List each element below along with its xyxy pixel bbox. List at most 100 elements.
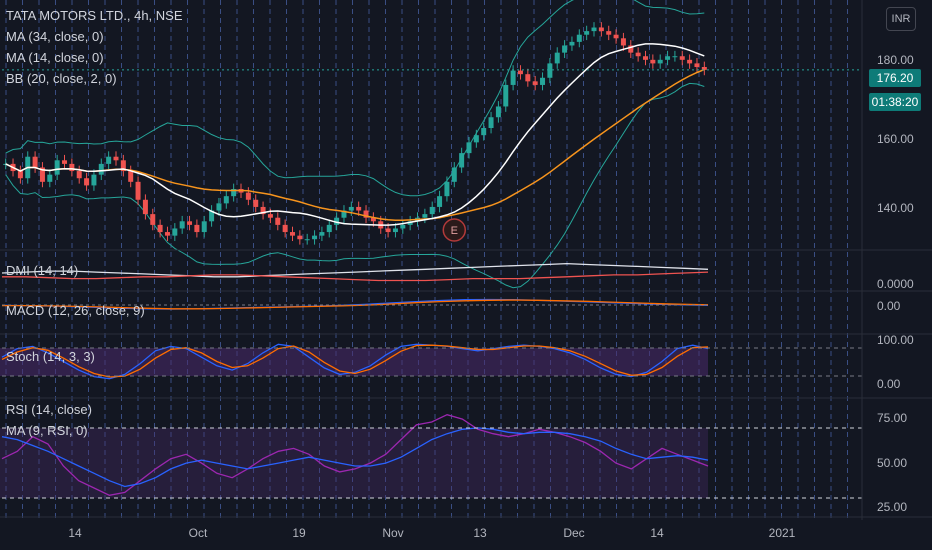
macd-tick: 0.00	[877, 299, 901, 313]
vertical-grid-lines	[5, 0, 848, 520]
candle-body	[289, 232, 295, 236]
candle-body	[540, 77, 546, 85]
candle-body	[679, 56, 685, 60]
stoch-line-2	[1, 344, 709, 378]
price-panel[interactable]: E	[2, 0, 862, 289]
candle-body	[297, 235, 303, 240]
candle-body	[547, 63, 553, 78]
candle-body	[620, 38, 626, 46]
candle-body	[76, 171, 82, 179]
candle-body	[701, 67, 707, 70]
ma14-legend[interactable]: MA (14, close, 0)	[6, 50, 104, 65]
panel-separators	[0, 0, 932, 520]
candle-body	[84, 178, 90, 186]
x-tick: 14	[650, 526, 664, 540]
symbol-title[interactable]: TATA MOTORS LTD., 4h, NSE	[6, 8, 183, 23]
bb-legend[interactable]: BB (20, close, 2, 0)	[6, 71, 117, 86]
candle-body	[650, 59, 656, 64]
price-tick: 160.00	[877, 132, 914, 146]
candle-body	[635, 52, 641, 57]
candle-body	[392, 228, 398, 233]
candle-body	[488, 117, 494, 128]
dmi-legend[interactable]: DMI (14, 14)	[6, 260, 78, 281]
rsi-tick: 75.00	[877, 411, 908, 425]
earnings-marker	[442, 218, 467, 242]
x-tick: 19	[292, 526, 306, 540]
dmi-panel[interactable]	[1, 262, 709, 282]
earnings-marker-label: E	[451, 225, 458, 237]
candle-body	[312, 235, 318, 240]
candle-body	[267, 214, 273, 218]
candle-body	[194, 224, 200, 233]
stoch-legend[interactable]: Stoch (14, 3, 3)	[6, 346, 95, 367]
candle-body	[187, 221, 193, 225]
candle-body	[32, 156, 38, 168]
candle-body	[348, 206, 354, 211]
candle-body	[172, 228, 178, 236]
candle-body	[481, 128, 487, 136]
candle-body	[363, 210, 369, 218]
candle-body	[62, 160, 68, 164]
candle-body	[69, 163, 75, 172]
candle-body	[260, 206, 266, 215]
oscillator-backgrounds	[0, 348, 708, 498]
candle-body	[164, 232, 170, 236]
candle-body	[275, 217, 281, 225]
candle-body	[98, 163, 104, 175]
candle-body	[407, 221, 413, 225]
x-tick: Dec	[563, 526, 585, 540]
rsi-line-1	[1, 414, 709, 496]
candle-body	[642, 56, 648, 60]
rsi-legend: RSI (14, close) MA (9, RSI, 0)	[6, 399, 92, 441]
macd-panel[interactable]	[1, 298, 709, 310]
candle-body	[253, 199, 259, 207]
candle-body	[326, 224, 332, 233]
rsi-band	[0, 428, 708, 498]
candle-body	[128, 171, 134, 182]
macd-legend[interactable]: MACD (12, 26, close, 9)	[6, 300, 145, 321]
candle-body	[17, 171, 23, 179]
macd-line-2	[2, 299, 709, 310]
candle-body	[400, 224, 406, 229]
price-legend: TATA MOTORS LTD., 4h, NSE MA (34, close,…	[6, 5, 183, 89]
candle-body	[495, 106, 501, 118]
x-tick: Oct	[188, 526, 208, 540]
stoch-legend-label: Stoch (14, 3, 3)	[6, 349, 95, 364]
dmi-line-1	[1, 262, 709, 278]
candle-body	[106, 156, 112, 164]
candle-body	[562, 45, 568, 53]
dmi-legend-label: DMI (14, 14)	[6, 263, 79, 278]
rsi-tick: 25.00	[877, 500, 908, 514]
stoch-panel[interactable]	[1, 343, 862, 380]
candle-body	[356, 206, 362, 211]
candle-body	[532, 81, 538, 85]
candle-body	[142, 199, 148, 215]
currency-selector[interactable]: INR	[886, 7, 916, 31]
candle-body	[657, 59, 663, 64]
candle-body	[319, 232, 325, 236]
candle-body	[591, 27, 597, 32]
candle-body	[385, 228, 391, 233]
candle-body	[466, 142, 472, 154]
ma34-legend[interactable]: MA (34, close, 0)	[6, 29, 104, 44]
candle-body	[665, 56, 671, 60]
rsi-panel[interactable]	[1, 414, 862, 499]
candle-body	[135, 181, 141, 200]
candle-body	[216, 203, 222, 211]
candle-body	[245, 192, 251, 200]
candle-body	[598, 27, 604, 32]
bollinger-lower	[5, 82, 705, 289]
rsi-ma-legend-label[interactable]: MA (9, RSI, 0)	[6, 423, 88, 438]
x-tick: 2021	[768, 526, 796, 540]
candle-body	[510, 70, 516, 85]
price-tick: 140.00	[877, 201, 914, 215]
candle-body	[576, 34, 582, 42]
candle-body	[54, 160, 60, 175]
candle-body	[370, 217, 376, 222]
candle-body	[473, 135, 479, 143]
candle-body	[569, 41, 575, 46]
candle-body	[120, 160, 126, 172]
countdown-badge: 01:38:20	[869, 93, 921, 111]
rsi-legend-label[interactable]: RSI (14, close)	[6, 402, 92, 417]
